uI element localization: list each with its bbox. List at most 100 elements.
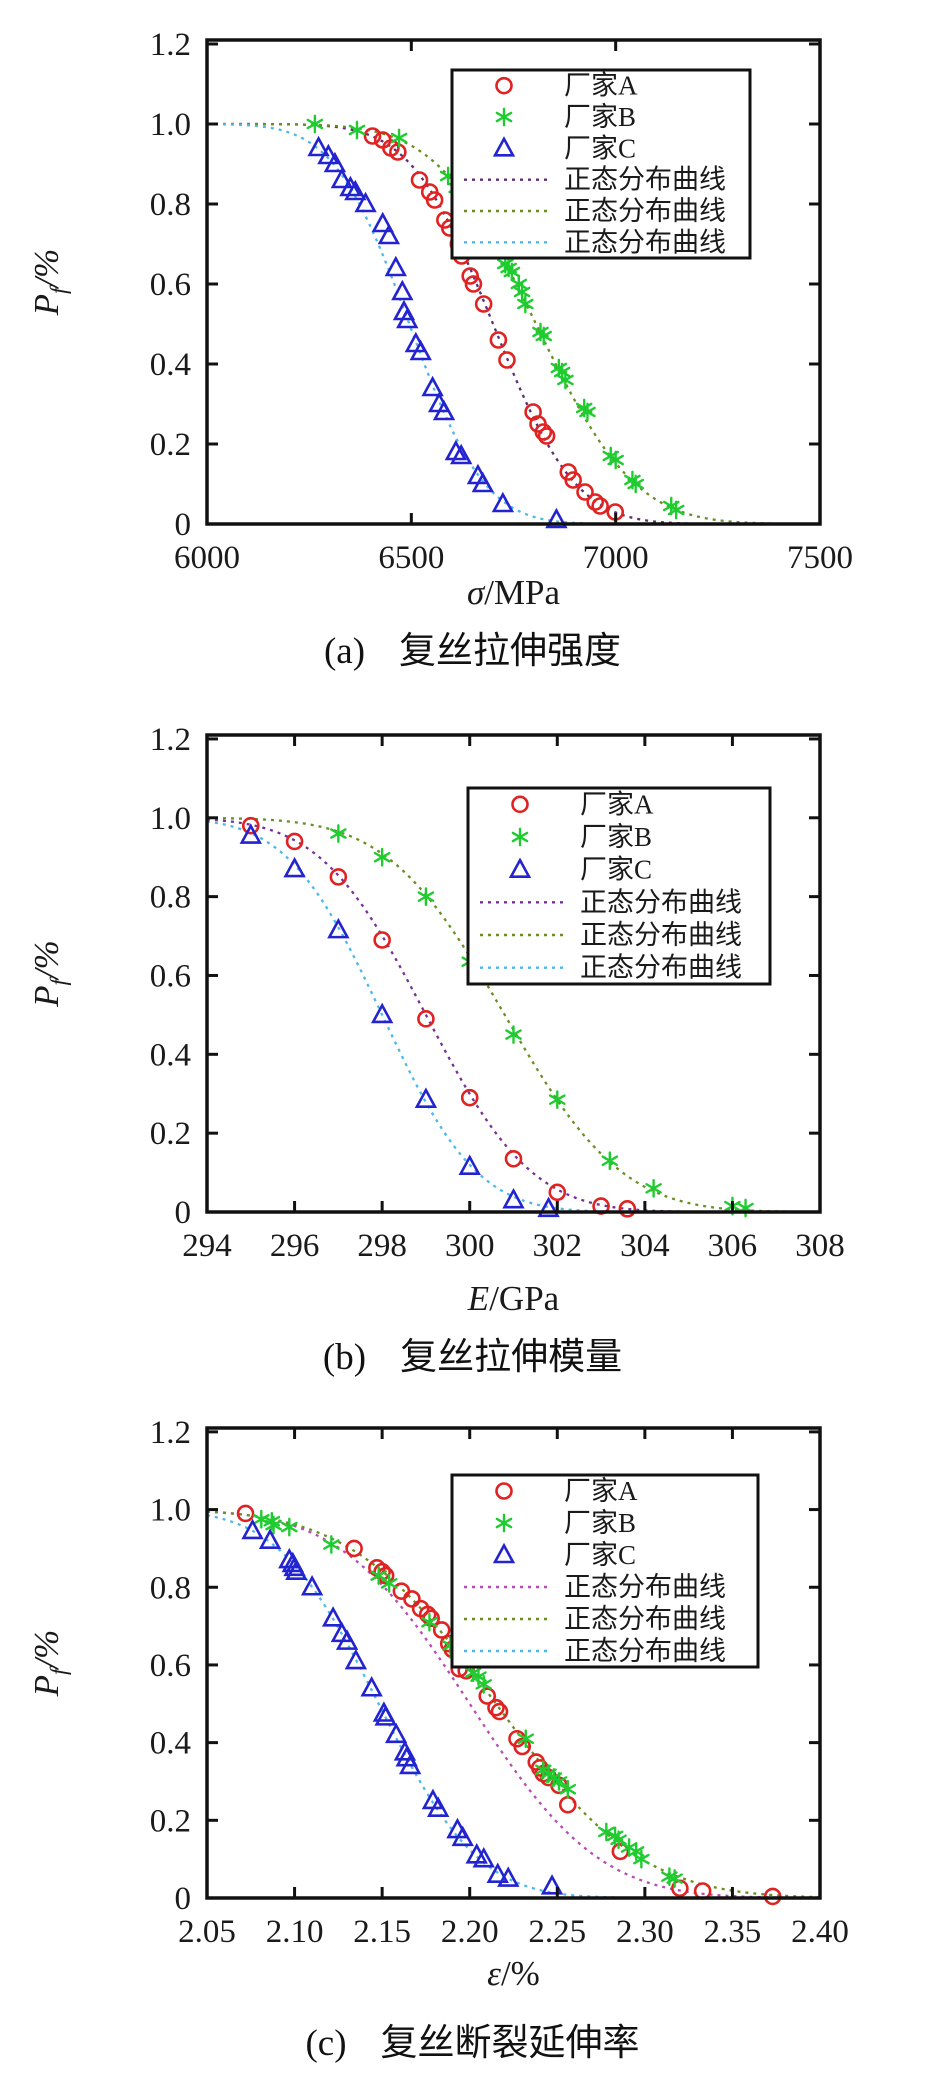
y-tick-label: 0.8 bbox=[150, 880, 191, 916]
circle-marker bbox=[618, 1200, 637, 1218]
x-tick-label: 298 bbox=[357, 1228, 407, 1264]
triangle-marker bbox=[458, 1154, 481, 1175]
y-tick-label: 0.4 bbox=[150, 347, 191, 383]
x-tick-labels: 294 296 298 300 302 304 306 308 bbox=[182, 1228, 845, 1264]
legend-label-curve: 正态分布曲线 bbox=[580, 887, 742, 917]
asterisk-marker bbox=[645, 1178, 662, 1198]
triangle-marker bbox=[497, 1866, 520, 1887]
circle-marker bbox=[425, 191, 444, 209]
y-tick-label: 0 bbox=[175, 507, 192, 543]
triangle-marker bbox=[344, 179, 367, 201]
triangle-marker bbox=[384, 1722, 408, 1744]
triangle-marker bbox=[432, 399, 456, 421]
asterisk-marker bbox=[548, 1090, 566, 1110]
legend-circle-marker bbox=[511, 795, 529, 814]
triangle-marker bbox=[472, 1846, 495, 1868]
plot-frame bbox=[205, 733, 822, 1214]
y-tick-label: 1.2 bbox=[150, 1415, 191, 1451]
circle-marker bbox=[285, 832, 304, 851]
chart-a-tensile-strength: 6000 6500 7000 7500 0 0.2 0.4 0.6 0.8 1.0 1.2 σ/MPa… bbox=[27, 27, 853, 612]
series-points-b-1 bbox=[330, 824, 754, 1218]
legend-label-series: 厂家C bbox=[564, 1540, 636, 1570]
x-tick-label: 6000 bbox=[174, 540, 240, 576]
triangle-marker bbox=[545, 507, 568, 529]
legend-label-series: 厂家C bbox=[564, 133, 636, 163]
triangle-marker bbox=[486, 1862, 509, 1883]
triangle-marker bbox=[307, 135, 330, 157]
y-tick-label: 1.2 bbox=[150, 27, 191, 63]
triangle-marker bbox=[370, 1002, 394, 1024]
x-tick-label: 304 bbox=[620, 1228, 670, 1264]
x-tick-label: 2.15 bbox=[353, 1914, 411, 1950]
triangle-marker bbox=[371, 211, 394, 233]
x-axis-label: E/GPa bbox=[467, 1279, 560, 1318]
circle-marker bbox=[513, 1737, 532, 1756]
asterisk-marker bbox=[610, 1830, 627, 1850]
y-tick-label: 0.4 bbox=[150, 1037, 191, 1073]
y-tick-label: 0.8 bbox=[150, 1570, 191, 1606]
triangle-marker bbox=[409, 339, 432, 361]
asterisk-marker bbox=[517, 1729, 535, 1749]
triangle-marker bbox=[502, 1187, 525, 1209]
y-axis-label: Pf/% bbox=[27, 249, 71, 317]
y-tick-label: 0 bbox=[175, 1195, 192, 1231]
axis-ticks bbox=[205, 735, 822, 1214]
x-axis-label: ε/% bbox=[487, 1954, 540, 1993]
caption-c-label: (c) bbox=[305, 2023, 347, 2064]
x-tick-label: 7000 bbox=[583, 540, 649, 576]
asterisk-marker bbox=[475, 1674, 493, 1694]
legend-triangle-marker bbox=[492, 1542, 516, 1564]
y-tick-label: 1.2 bbox=[150, 722, 191, 758]
circle-marker bbox=[537, 427, 556, 445]
triangle-marker bbox=[285, 1559, 308, 1581]
circle-marker bbox=[586, 493, 605, 511]
series-points-a-2 bbox=[307, 135, 568, 529]
x-tick-labels: 6000 6500 7000 7500 bbox=[174, 540, 853, 576]
y-tick-label: 0.2 bbox=[150, 427, 191, 463]
normal-curve-c-1 bbox=[206, 1510, 821, 1899]
caption-c-text: 复丝断裂延伸率 bbox=[380, 2023, 640, 2064]
triangle-marker bbox=[339, 175, 362, 197]
asterisk-marker bbox=[421, 1612, 438, 1632]
y-tick-labels: 0 0.2 0.4 0.6 0.8 1.0 1.2 bbox=[150, 722, 191, 1231]
asterisk-marker bbox=[667, 500, 685, 520]
y-tick-label: 0.2 bbox=[150, 1116, 191, 1152]
triangle-marker bbox=[323, 151, 347, 173]
triangle-marker bbox=[321, 1606, 345, 1627]
series-points-c-2 bbox=[241, 1518, 564, 1895]
circle-marker bbox=[460, 1088, 479, 1107]
x-tick-label: 306 bbox=[708, 1228, 758, 1264]
x-tick-label: 2.30 bbox=[616, 1914, 674, 1950]
circle-marker bbox=[417, 1010, 435, 1028]
triangle-marker bbox=[396, 307, 419, 329]
normal-curve-b-2 bbox=[206, 820, 820, 1214]
asterisk-marker bbox=[373, 847, 391, 867]
circle-marker bbox=[504, 1149, 523, 1168]
circle-marker bbox=[576, 483, 594, 501]
x-tick-label: 296 bbox=[270, 1228, 320, 1264]
caption-b: (b) 复丝拉伸模量 bbox=[0, 1326, 945, 1380]
legend-label-curve: 正态分布曲线 bbox=[580, 953, 742, 983]
chart-c-elongation: 2.05 2.10 2.15 2.20 2.25 2.30 2.35 2.4000.20.40… bbox=[27, 1415, 849, 1993]
legend-label-curve: 正态分布曲线 bbox=[580, 920, 742, 950]
circle-marker bbox=[345, 1539, 363, 1558]
normal-curve-a-1 bbox=[206, 122, 821, 526]
legend-label-series: 厂家C bbox=[580, 855, 652, 885]
legend-label-series: 厂家B bbox=[580, 822, 652, 852]
circle-marker bbox=[373, 931, 391, 949]
triangle-marker bbox=[384, 255, 407, 277]
legend-asterisk-marker bbox=[511, 827, 529, 847]
circle-marker bbox=[392, 1582, 411, 1600]
legend-label-series: 厂家A bbox=[564, 1476, 638, 1506]
circle-marker bbox=[410, 171, 429, 189]
y-tick-label: 0.6 bbox=[150, 267, 191, 303]
x-tick-label: 294 bbox=[182, 1228, 232, 1264]
circle-marker bbox=[389, 143, 407, 161]
y-tick-label: 1.0 bbox=[150, 1493, 191, 1529]
asterisk-marker bbox=[348, 120, 366, 140]
plot-frame bbox=[205, 38, 822, 526]
asterisk-marker bbox=[627, 474, 644, 494]
